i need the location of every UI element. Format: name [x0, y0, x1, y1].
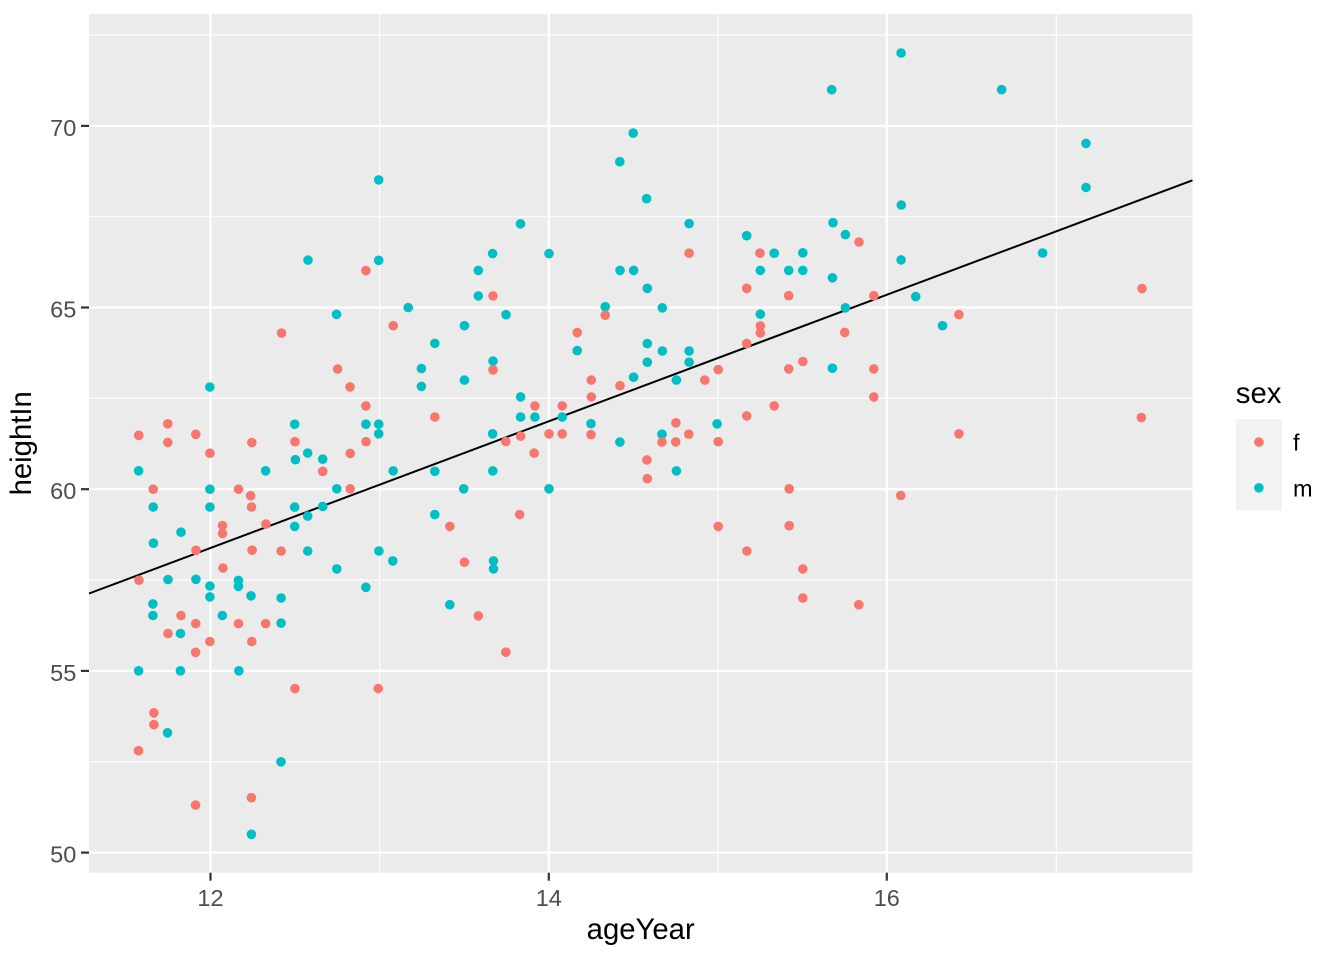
svg-text:ageYear: ageYear — [587, 913, 695, 946]
svg-text:65: 65 — [50, 297, 76, 323]
svg-text:14: 14 — [536, 885, 562, 911]
svg-text:70: 70 — [50, 115, 76, 141]
svg-text:12: 12 — [197, 885, 223, 911]
svg-text:heightIn: heightIn — [5, 391, 38, 495]
svg-text:16: 16 — [874, 885, 900, 911]
svg-text:f: f — [1293, 430, 1300, 456]
svg-text:55: 55 — [50, 660, 76, 686]
svg-text:50: 50 — [50, 842, 76, 868]
svg-text:60: 60 — [50, 478, 76, 504]
svg-text:sex: sex — [1236, 377, 1282, 410]
svg-text:m: m — [1293, 475, 1313, 501]
